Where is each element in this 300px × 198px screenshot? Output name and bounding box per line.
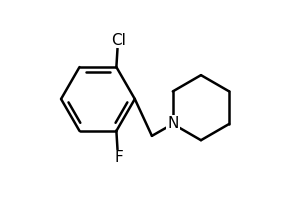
Text: F: F [114,150,123,165]
Text: N: N [167,116,178,131]
Text: Cl: Cl [111,33,126,48]
